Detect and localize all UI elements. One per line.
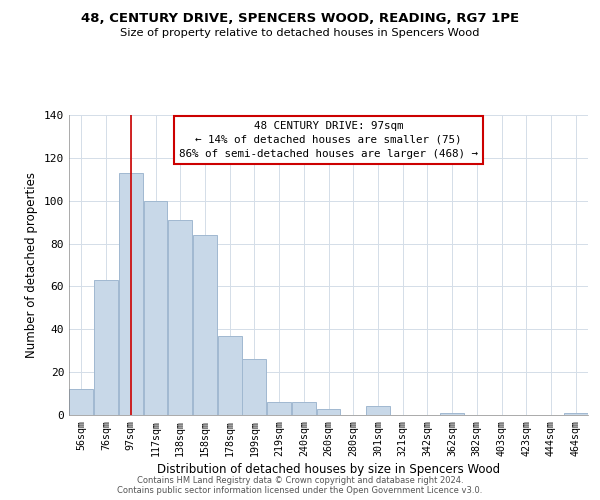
Bar bbox=[94, 280, 118, 415]
Bar bbox=[563, 413, 587, 415]
X-axis label: Distribution of detached houses by size in Spencers Wood: Distribution of detached houses by size … bbox=[157, 463, 500, 476]
Bar bbox=[119, 173, 143, 415]
Bar bbox=[292, 402, 316, 415]
Text: 48, CENTURY DRIVE, SPENCERS WOOD, READING, RG7 1PE: 48, CENTURY DRIVE, SPENCERS WOOD, READIN… bbox=[81, 12, 519, 26]
Bar bbox=[193, 235, 217, 415]
Text: Size of property relative to detached houses in Spencers Wood: Size of property relative to detached ho… bbox=[120, 28, 480, 38]
Bar bbox=[168, 220, 192, 415]
Bar bbox=[267, 402, 291, 415]
Bar bbox=[366, 406, 390, 415]
Bar bbox=[218, 336, 242, 415]
Text: 48 CENTURY DRIVE: 97sqm
← 14% of detached houses are smaller (75)
86% of semi-de: 48 CENTURY DRIVE: 97sqm ← 14% of detache… bbox=[179, 121, 478, 159]
Bar bbox=[143, 200, 167, 415]
Bar bbox=[440, 413, 464, 415]
Text: Contains HM Land Registry data © Crown copyright and database right 2024.: Contains HM Land Registry data © Crown c… bbox=[137, 476, 463, 485]
Y-axis label: Number of detached properties: Number of detached properties bbox=[25, 172, 38, 358]
Bar bbox=[70, 390, 94, 415]
Text: Contains public sector information licensed under the Open Government Licence v3: Contains public sector information licen… bbox=[118, 486, 482, 495]
Bar bbox=[242, 360, 266, 415]
Bar bbox=[317, 408, 340, 415]
